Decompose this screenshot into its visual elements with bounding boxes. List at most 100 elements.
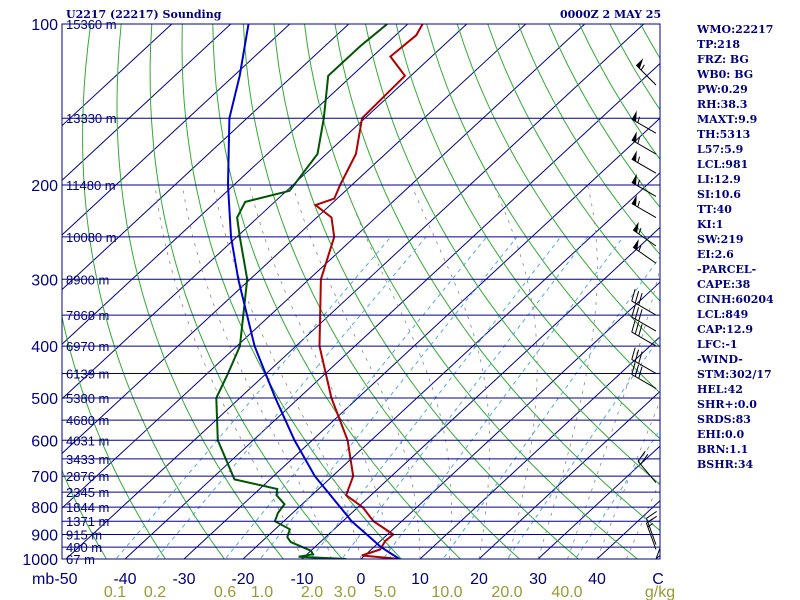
wind-barb xyxy=(632,221,657,247)
height-label: 6139 m xyxy=(66,366,109,381)
stat-item: WMO:22217 xyxy=(697,23,774,36)
mixing-ratio-tick-label: 40.0 xyxy=(551,584,582,600)
height-label: 4031 m xyxy=(66,433,109,448)
temperature-tick-label: 0 xyxy=(357,571,366,588)
isotherm-line xyxy=(360,281,660,559)
moist-adiabat-line xyxy=(493,184,538,559)
pressure-tick-label: 200 xyxy=(31,178,58,195)
mixing-ratio-line xyxy=(309,236,562,559)
pressure-tick-label: 900 xyxy=(31,528,58,545)
height-label: 6970 m xyxy=(66,339,109,354)
isotherm-line xyxy=(124,62,660,559)
dry-adiabat-line xyxy=(116,24,284,559)
mixing-ratio-line xyxy=(506,336,660,559)
isotherm-line xyxy=(183,117,660,559)
mixing-ratio-line xyxy=(115,236,392,559)
stat-item: LCL:981 xyxy=(697,158,749,171)
moist-adiabat-line xyxy=(212,185,362,559)
isotherm-line xyxy=(62,24,173,127)
stat-item: SW:219 xyxy=(697,233,744,246)
mixing-ratio-line xyxy=(574,428,660,559)
stat-item: EI:2.6 xyxy=(697,248,734,261)
isotherm-line xyxy=(478,390,660,559)
pressure-tick-label: 500 xyxy=(31,391,58,408)
stat-item: TT:40 xyxy=(697,203,732,216)
stat-item: SHR+:0.0 xyxy=(697,398,757,411)
stat-item: SRDS:83 xyxy=(697,413,751,426)
height-label: 13330 m xyxy=(66,111,117,126)
moist-adiabat-line xyxy=(345,184,452,559)
wind-barb xyxy=(631,110,657,134)
temperature-tick-label: 30 xyxy=(529,571,547,588)
pressure-tick-label: 800 xyxy=(31,500,58,517)
height-label: 1844 m xyxy=(66,500,109,515)
temperature-tick-label: 40 xyxy=(588,571,606,588)
mixing-ratio-unit-label: g/kg xyxy=(645,584,675,600)
isotherm-line xyxy=(301,226,660,559)
stat-item: RH:38.3 xyxy=(697,98,748,111)
pressure-unit-label: mb xyxy=(32,571,54,588)
wind-barb xyxy=(655,546,660,559)
moist-adiabat-line xyxy=(292,184,421,559)
temperature-tick-label: 10 xyxy=(411,571,429,588)
isotherm-line xyxy=(537,445,660,559)
stat-item: LCL:849 xyxy=(697,308,749,321)
stat-item: CAP:12.9 xyxy=(697,323,754,336)
height-label: 3433 m xyxy=(66,452,109,467)
height-label: 15360 m xyxy=(66,17,117,32)
moist-adiabat-line xyxy=(626,480,660,559)
height-label: 5380 m xyxy=(66,391,109,406)
chart-title: U2217 (22217) Sounding xyxy=(66,8,222,21)
wind-barb xyxy=(631,289,657,316)
stat-item: PW:0.29 xyxy=(697,83,748,96)
stat-item: BRN:1.1 xyxy=(697,443,749,456)
height-label: 915 m xyxy=(66,528,102,543)
isotherm-line xyxy=(65,24,645,559)
temperature-tick-label: 20 xyxy=(470,571,488,588)
moist-adiabat-line xyxy=(181,185,332,559)
stat-item: STM:302/17 xyxy=(697,368,772,381)
wind-barb xyxy=(631,131,657,155)
stat-item: FRZ: BG xyxy=(697,53,749,66)
isotherm-line xyxy=(62,24,409,345)
wind-barb xyxy=(635,58,657,86)
pressure-tick-label: 700 xyxy=(31,469,58,486)
wind-barb xyxy=(637,450,657,483)
isotherm-line xyxy=(62,24,291,236)
temperature-tick-label: -50 xyxy=(54,571,77,588)
mixing-ratio-tick-label: 3.0 xyxy=(334,584,356,600)
temperature-unit-label: C xyxy=(652,571,664,588)
parcel-trace xyxy=(226,24,400,559)
pressure-tick-label: 600 xyxy=(31,433,58,450)
mixing-ratio-tick-label: 5.0 xyxy=(374,584,396,600)
stat-item: HEL:42 xyxy=(697,383,743,396)
stat-item: LI:12.9 xyxy=(697,173,741,186)
pressure-tick-label: 1000 xyxy=(22,552,58,569)
stat-item: EHI:0.0 xyxy=(697,428,745,441)
stat-item: MAXT:9.9 xyxy=(697,113,758,126)
isotherm-line xyxy=(419,336,660,559)
mixing-ratio-tick-label: 0.6 xyxy=(214,584,236,600)
pressure-tick-label: 400 xyxy=(31,339,58,356)
mixing-ratio-tick-label: 1.0 xyxy=(251,584,273,600)
height-label: 4680 m xyxy=(66,413,109,428)
valid-time: 0000Z 2 MAY 25 xyxy=(560,8,662,21)
isotherm-line xyxy=(62,24,527,455)
wind-barb xyxy=(631,320,657,347)
mixing-ratio-tick-label: 0.2 xyxy=(144,584,166,600)
stat-item: L57:5.9 xyxy=(697,143,744,156)
stat-item: TH:5313 xyxy=(697,128,751,141)
temperature-tick-label: -20 xyxy=(231,571,254,588)
height-label: 1371 m xyxy=(66,514,109,529)
wind-barb xyxy=(631,362,657,389)
height-label: 11480 m xyxy=(66,178,116,193)
isotherm-line xyxy=(62,24,232,181)
moist-adiabat-line xyxy=(537,185,598,559)
isotherm-line xyxy=(62,24,350,291)
mixing-ratio-tick-label: 10.0 xyxy=(431,584,462,600)
stat-item: SI:10.6 xyxy=(697,188,741,201)
stat-item: BSHR:34 xyxy=(697,458,754,471)
mixing-ratio-tick-label: 20.0 xyxy=(491,584,522,600)
stat-item: CAPE:38 xyxy=(697,278,751,291)
